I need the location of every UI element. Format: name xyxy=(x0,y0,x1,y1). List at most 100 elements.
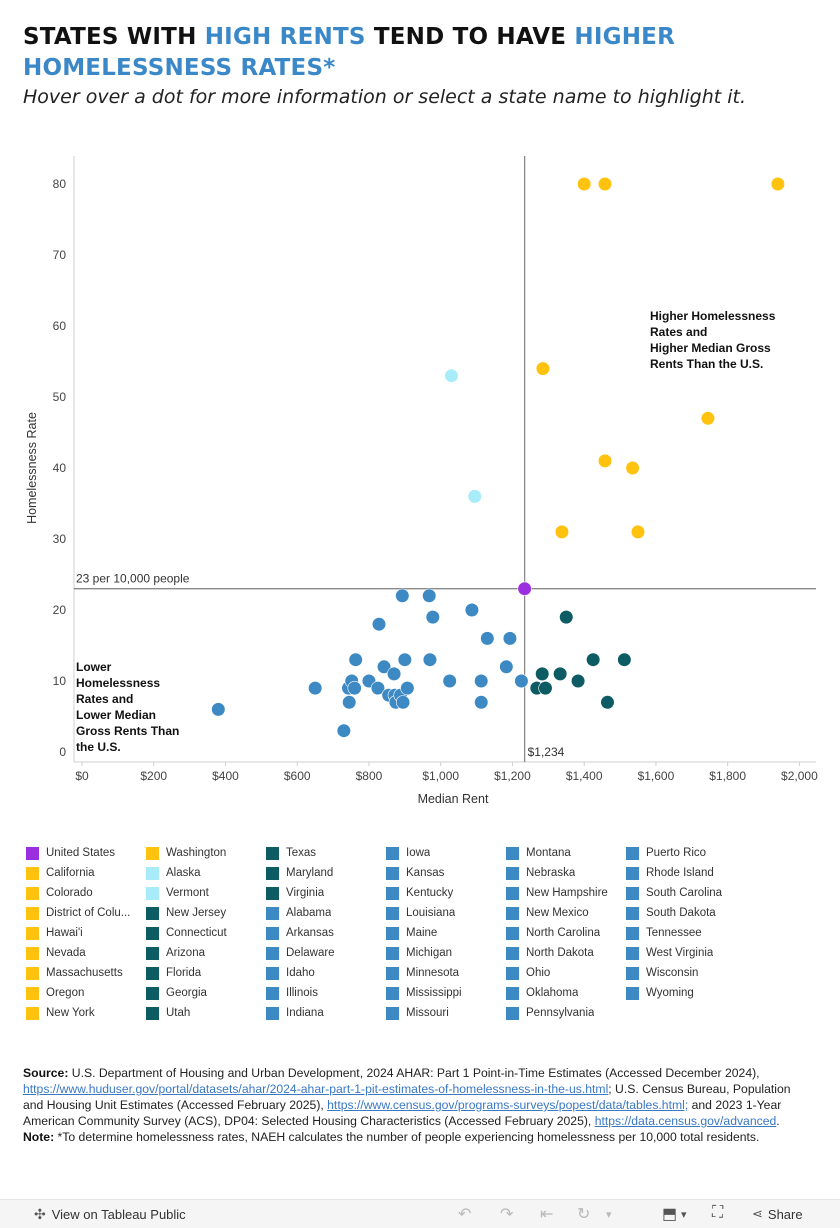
data-point[interactable] xyxy=(617,652,632,667)
legend-item[interactable]: Washington xyxy=(146,846,258,860)
data-point[interactable] xyxy=(499,659,514,674)
refresh-dropdown-icon[interactable]: ▾ xyxy=(606,1209,612,1221)
legend-item[interactable]: Florida xyxy=(146,966,258,980)
legend-item[interactable]: Rhode Island xyxy=(626,866,738,880)
data-point[interactable] xyxy=(535,666,550,682)
data-point[interactable] xyxy=(422,588,437,603)
legend-item[interactable]: Illinois xyxy=(266,986,378,1000)
data-point[interactable] xyxy=(535,361,551,376)
legend-item[interactable]: Hawai'i xyxy=(26,926,138,940)
legend-item[interactable]: Puerto Rico xyxy=(626,846,738,860)
legend-item[interactable]: New Hampshire xyxy=(506,886,618,900)
data-point[interactable] xyxy=(586,652,601,667)
legend-item[interactable]: South Carolina xyxy=(626,886,738,900)
data-point[interactable] xyxy=(517,581,532,596)
legend-item[interactable]: Tennessee xyxy=(626,926,738,940)
legend-item[interactable]: Michigan xyxy=(386,946,498,960)
legend-item[interactable]: Pennsylvania xyxy=(506,1006,618,1020)
legend-item[interactable]: Connecticut xyxy=(146,926,258,940)
legend-item[interactable]: Georgia xyxy=(146,986,258,1000)
legend-item[interactable]: Montana xyxy=(506,846,618,860)
data-point[interactable] xyxy=(400,680,415,696)
redo-icon[interactable]: ↷ xyxy=(500,1206,514,1223)
data-point[interactable] xyxy=(397,652,412,667)
data-point[interactable] xyxy=(474,695,489,710)
data-point[interactable] xyxy=(600,695,615,710)
legend-item[interactable]: Wisconsin xyxy=(626,966,738,980)
legend-item[interactable]: Louisiana xyxy=(386,906,498,920)
legend-item[interactable]: North Dakota xyxy=(506,946,618,960)
data-point[interactable] xyxy=(336,723,351,738)
legend-item[interactable]: District of Colu... xyxy=(26,906,138,920)
legend-item[interactable]: Utah xyxy=(146,1006,258,1020)
legend-item[interactable]: Minnesota xyxy=(386,966,498,980)
data-point[interactable] xyxy=(342,695,357,710)
data-point[interactable] xyxy=(376,659,392,674)
legend-item[interactable]: Idaho xyxy=(266,966,378,980)
legend-item[interactable]: Missouri xyxy=(386,1006,498,1020)
data-point[interactable] xyxy=(308,680,323,696)
legend-item[interactable]: Maryland xyxy=(266,866,378,880)
data-point[interactable] xyxy=(502,631,518,646)
data-point[interactable] xyxy=(554,524,570,540)
data-point[interactable] xyxy=(464,602,480,618)
data-point[interactable] xyxy=(371,617,387,632)
data-point[interactable] xyxy=(347,680,362,696)
data-point[interactable] xyxy=(700,411,716,426)
legend-item[interactable]: South Dakota xyxy=(626,906,738,920)
legend-item[interactable]: Iowa xyxy=(386,846,498,860)
legend-item[interactable]: North Carolina xyxy=(506,926,618,940)
legend-item[interactable]: New Mexico xyxy=(506,906,618,920)
revert-icon[interactable]: ⇤ xyxy=(540,1206,554,1223)
data-point[interactable] xyxy=(553,666,568,682)
census-popest-link[interactable]: https://www.census.gov/programs-surveys/… xyxy=(327,1098,689,1112)
legend-item[interactable]: California xyxy=(26,866,138,880)
legend-item[interactable]: West Virginia xyxy=(626,946,738,960)
share-button[interactable]: ⋖ Share xyxy=(752,1206,803,1222)
data-point[interactable] xyxy=(386,666,402,682)
data-point[interactable] xyxy=(625,460,640,476)
data-point[interactable] xyxy=(630,524,646,540)
legend-item[interactable]: New York xyxy=(26,1006,138,1020)
legend-item[interactable]: Maine xyxy=(386,926,498,940)
data-point[interactable] xyxy=(480,631,495,646)
legend-item[interactable]: Kansas xyxy=(386,866,498,880)
legend-item[interactable]: Virginia xyxy=(266,886,378,900)
legend-item[interactable]: Wyoming xyxy=(626,986,738,1000)
fullscreen-icon[interactable]: ⛶ xyxy=(712,1204,724,1221)
legend-item[interactable]: Ohio xyxy=(506,966,618,980)
census-data-link[interactable]: https://data.census.gov/advanced xyxy=(594,1114,777,1128)
data-point[interactable] xyxy=(570,673,586,689)
download-icon[interactable]: ⬒ xyxy=(662,1206,678,1223)
data-point[interactable] xyxy=(474,673,489,689)
data-point[interactable] xyxy=(348,652,363,667)
data-point[interactable] xyxy=(370,680,386,696)
legend-item[interactable]: Texas xyxy=(266,846,378,860)
legend-item[interactable]: Arizona xyxy=(146,946,258,960)
legend-item[interactable]: Vermont xyxy=(146,886,258,900)
hud-link[interactable]: https://www.huduser.gov/portal/datasets/… xyxy=(23,1082,609,1096)
data-point[interactable] xyxy=(442,673,457,689)
legend-item[interactable]: Arkansas xyxy=(266,926,378,940)
data-point[interactable] xyxy=(577,176,592,192)
refresh-icon[interactable]: ↻ xyxy=(577,1206,591,1223)
data-point[interactable] xyxy=(597,176,613,192)
data-point[interactable] xyxy=(770,176,785,192)
legend-item[interactable]: Oregon xyxy=(26,986,138,1000)
legend-item[interactable]: Nebraska xyxy=(506,866,618,880)
legend-item[interactable]: Indiana xyxy=(266,1006,378,1020)
data-point[interactable] xyxy=(514,673,529,689)
legend-item[interactable]: Mississippi xyxy=(386,986,498,1000)
data-point[interactable] xyxy=(444,368,459,383)
data-point[interactable] xyxy=(597,453,613,469)
legend-item[interactable]: United States xyxy=(26,846,138,860)
legend-item[interactable]: Alaska xyxy=(146,866,258,880)
data-point[interactable] xyxy=(467,489,482,504)
legend-item[interactable]: Delaware xyxy=(266,946,378,960)
legend-item[interactable]: New Jersey xyxy=(146,906,258,920)
legend-item[interactable]: Alabama xyxy=(266,906,378,920)
legend-item[interactable]: Colorado xyxy=(26,886,138,900)
legend-item[interactable]: Kentucky xyxy=(386,886,498,900)
view-on-tableau-button[interactable]: ✣ View on Tableau Public xyxy=(34,1206,186,1223)
legend-item[interactable]: Nevada xyxy=(26,946,138,960)
